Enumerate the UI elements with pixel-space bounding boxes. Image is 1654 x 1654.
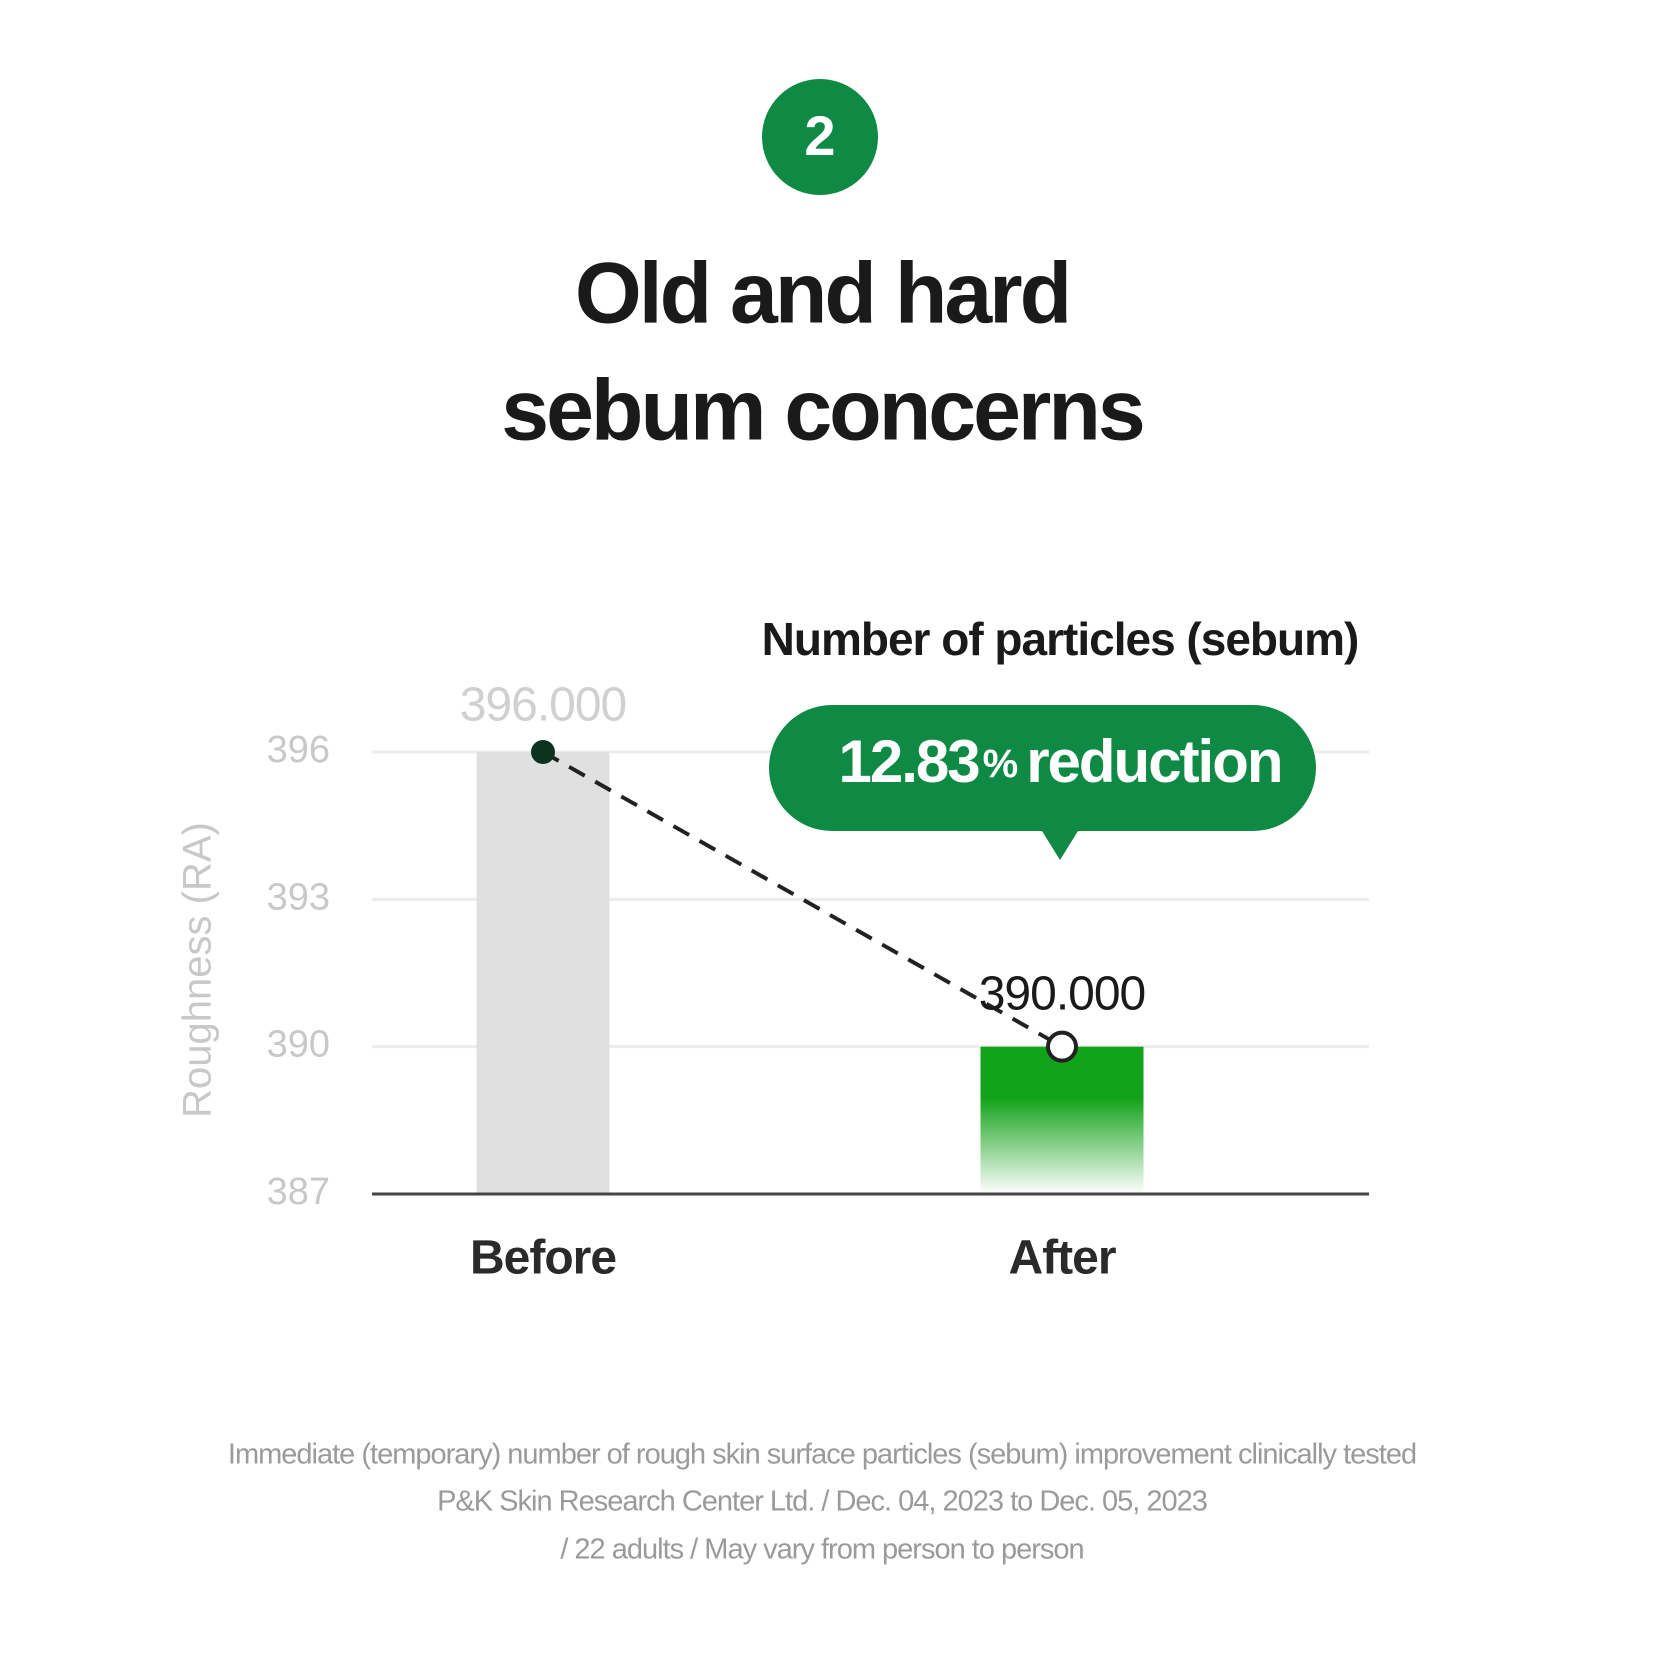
callout-text: 12.83% reduction — [838, 728, 1281, 795]
callout-value: 12.83 — [838, 728, 979, 795]
y-tick-label: 396 — [267, 729, 330, 771]
value-label: 390.000 — [979, 967, 1146, 1020]
badge-number: 2 — [804, 104, 835, 167]
callout-unit: % — [983, 742, 1018, 786]
title-line: Old and hard — [575, 246, 1069, 342]
trend-line — [542, 750, 1063, 1049]
callout-word: reduction — [1026, 728, 1281, 795]
footnote: P&K Skin Research Center Ltd. / Dec. 04,… — [437, 1486, 1207, 1518]
plot-area: 387 390 393 396 396.000 Before 390.000 After — [267, 679, 1369, 1285]
x-tick-label: After — [1008, 1232, 1115, 1285]
badge-circle — [762, 79, 878, 195]
callout-bubble — [769, 705, 1316, 860]
footnote: / 22 adults / May vary from person to pe… — [560, 1534, 1083, 1566]
bar — [980, 1046, 1144, 1194]
bar — [476, 752, 610, 1194]
point — [1046, 1030, 1078, 1063]
x-tick-label: Before — [470, 1232, 616, 1285]
y-tick-label: 393 — [267, 876, 330, 918]
chart-title: Number of particles (sebum) — [762, 613, 1359, 665]
point — [531, 740, 555, 764]
footnote: Immediate (temporary) number of rough sk… — [228, 1439, 1416, 1471]
y-axis-label: Roughness (RA) — [176, 822, 220, 1118]
y-tick-label: 387 — [267, 1171, 330, 1213]
value-label: 396.000 — [460, 679, 627, 732]
title-line: sebum concerns — [501, 363, 1143, 459]
y-tick-label: 390 — [267, 1024, 330, 1066]
